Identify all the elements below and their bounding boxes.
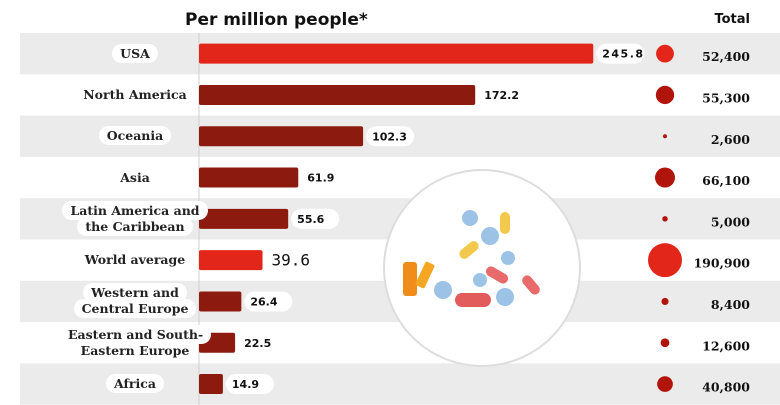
category-label: Western and Central Europe [60, 283, 210, 319]
value-label-bg [478, 84, 527, 105]
category-label: USA [60, 43, 210, 63]
illustration [383, 169, 581, 367]
bar [199, 291, 242, 312]
value-label: 245.8 [602, 48, 644, 61]
marks: 245.8 52,400 172.2 55,300 102.3 2,600 61.9 66,1… [199, 43, 750, 395]
total-dot [656, 44, 674, 63]
value-label: 55.6 [297, 213, 324, 226]
bar [199, 84, 476, 105]
total-label: 66,100 [702, 173, 750, 188]
category-label: North America [60, 84, 210, 104]
category-text: North America [75, 84, 195, 104]
value-label-bg [596, 43, 645, 64]
totals-title: Total [714, 12, 750, 27]
value-label: 102.3 [372, 130, 407, 143]
bar [199, 250, 263, 271]
category-text: Asia [112, 167, 158, 187]
value-label-bg [238, 332, 287, 353]
total-dot [657, 376, 673, 392]
value-label: 172.2 [484, 89, 519, 102]
category-text: Latin America and the Caribbean [62, 200, 208, 236]
category-label: World average [60, 250, 210, 270]
bar [199, 208, 289, 229]
bar [199, 126, 364, 147]
total-dot [663, 134, 667, 139]
value-label-bg [301, 167, 350, 188]
value-label-bg [266, 249, 311, 272]
total-label: 40,800 [702, 380, 750, 395]
total-dot [655, 85, 675, 105]
value-label-bg [244, 291, 293, 312]
category-text: Oceania [98, 126, 172, 146]
value-label-bg [291, 208, 340, 229]
total-label: 190,900 [693, 256, 750, 271]
value-label-bg [225, 374, 274, 395]
value-label: 26.4 [250, 295, 277, 308]
total-label: 52,400 [702, 49, 750, 64]
total-dot [662, 216, 668, 222]
value-label: 22.5 [244, 337, 271, 350]
category-label: Asia [60, 167, 210, 187]
category-text: Eastern and South-Eastern Europe [60, 324, 212, 360]
bar [199, 167, 299, 188]
category-text: Western and Central Europe [73, 283, 197, 319]
value-label-bg [366, 126, 415, 147]
bar [199, 43, 594, 64]
category-text: World average [76, 250, 194, 270]
value-label: 14.9 [232, 378, 259, 391]
total-dot [648, 243, 682, 278]
total-dot [661, 297, 669, 306]
category-label: Latin America and the Caribbean [60, 200, 210, 236]
bar [199, 374, 223, 395]
total-dot [660, 338, 670, 348]
total-label: 2,600 [711, 132, 750, 147]
value-label: 39.6 [272, 251, 311, 270]
category-label: Oceania [60, 126, 210, 146]
category-text: Africa [106, 374, 164, 394]
value-label: 61.9 [307, 172, 334, 185]
category-text: USA [112, 43, 158, 63]
total-label: 12,600 [702, 338, 750, 353]
total-label: 8,400 [711, 297, 750, 312]
category-label: Africa [60, 374, 210, 394]
category-label: Eastern and South-Eastern Europe [60, 324, 212, 360]
total-label: 5,000 [711, 214, 750, 229]
total-label: 55,300 [702, 90, 750, 105]
total-dot [654, 167, 676, 188]
chart-title: Per million people* [185, 10, 368, 30]
